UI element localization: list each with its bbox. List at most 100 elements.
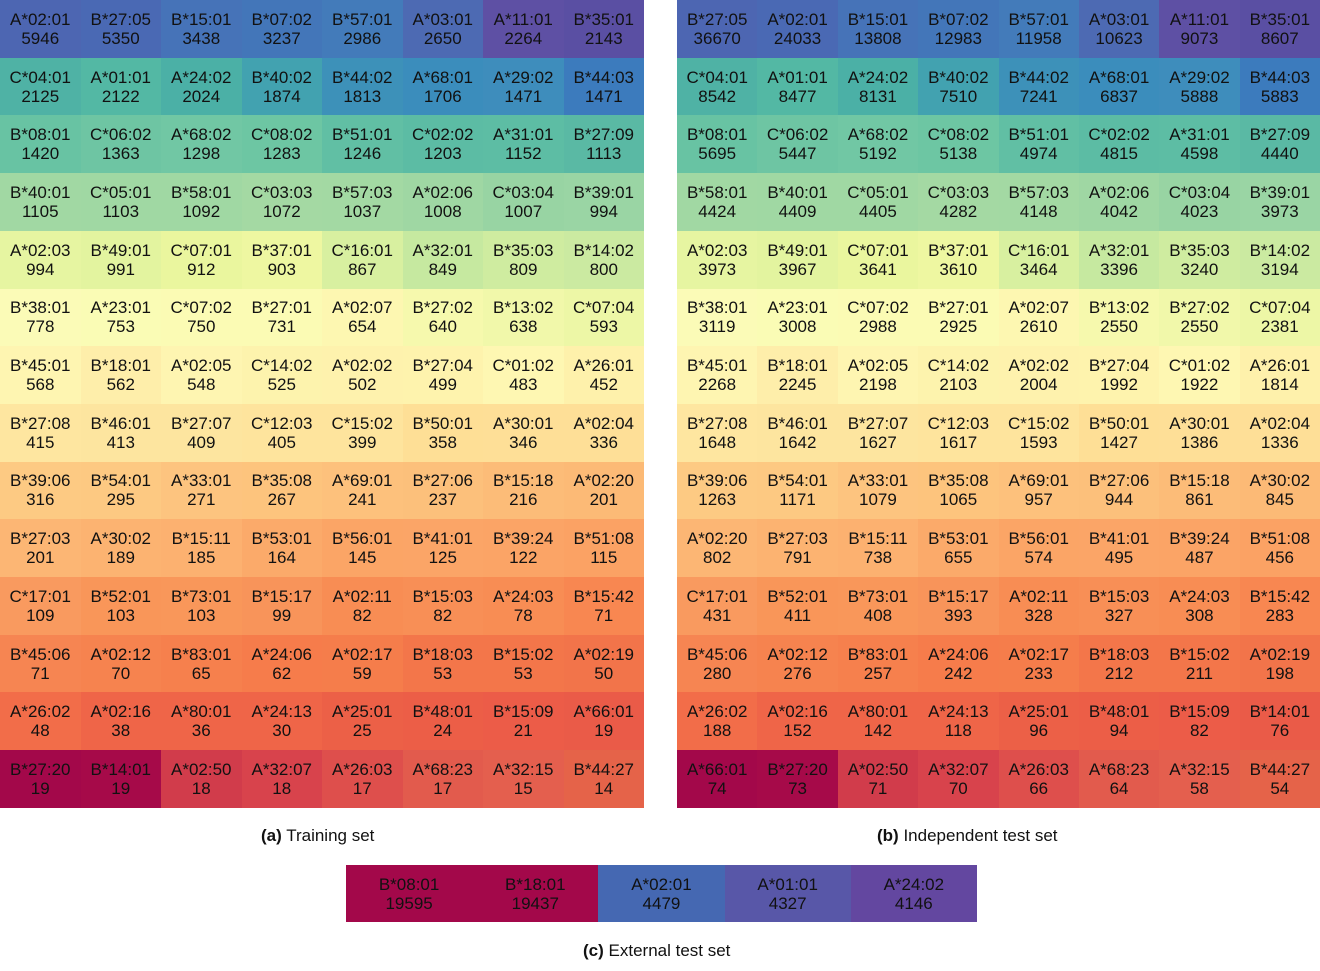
heatmap-cell: B*27:02 2550: [1159, 288, 1240, 347]
cell-allele: A*68:02: [847, 125, 909, 145]
heatmap-cell: A*02:06 4042: [1078, 173, 1160, 231]
cell-count: 346: [509, 432, 538, 452]
cell-count: 48: [30, 721, 50, 741]
cell-count: 861: [1185, 490, 1214, 510]
cell-count: 5883: [1260, 86, 1299, 106]
heatmap-cell: B*18:01 2245: [757, 346, 838, 404]
cell-allele: A*32:01: [1088, 240, 1150, 260]
cell-count: 1113: [586, 144, 622, 164]
heatmap-cell: B*15:18 216: [483, 461, 564, 520]
cell-count: 4440: [1260, 144, 1299, 164]
cell-allele: B*35:08: [928, 471, 989, 491]
heatmap-cell: B*39:24 122: [483, 519, 564, 578]
cell-allele: B*07:02: [251, 9, 313, 29]
heatmap-cell: A*26:03 17: [322, 750, 403, 808]
heatmap-cell: B*48:01 24: [402, 692, 483, 751]
cell-allele: B*58:01: [686, 182, 748, 202]
heatmap-cell: B*39:01 994: [563, 173, 644, 231]
heatmap-cell: B*48:01 94: [1078, 692, 1160, 751]
heatmap-cell: B*15:02 211: [1159, 634, 1240, 693]
cell-allele: C*03:03: [927, 182, 990, 202]
cell-allele: A*02:06: [1088, 182, 1150, 202]
cell-allele: B*37:01: [251, 240, 313, 260]
cell-allele: B*45:06: [10, 644, 71, 664]
heatmap-cell: B*41:01 495: [1078, 519, 1160, 578]
cell-allele: B*44:27: [1249, 759, 1311, 779]
cell-allele: B*27:20: [10, 759, 71, 779]
heatmap-cell: B*15:03 82: [402, 577, 483, 635]
cell-count: 70: [948, 778, 968, 798]
cell-allele: B*27:09: [573, 125, 635, 145]
cell-count: 800: [589, 259, 618, 279]
cell-count: 152: [783, 721, 812, 741]
heatmap-cell: B*27:03 201: [0, 519, 81, 578]
heatmap-cell: B*35:03 809: [483, 230, 564, 289]
cell-count: 73: [788, 778, 808, 798]
cell-count: 1992: [1100, 375, 1138, 395]
caption-text: External test set: [608, 941, 731, 960]
cell-count: 295: [106, 490, 135, 510]
cell-allele: C*04:01: [9, 67, 71, 87]
cell-allele: B*73:01: [847, 586, 909, 606]
cell-allele: B*83:01: [847, 644, 909, 664]
heatmap-cell: A*02:01 5946: [0, 0, 81, 58]
cell-allele: B*45:01: [10, 356, 71, 376]
cell-allele: B*27:03: [767, 529, 828, 549]
cell-allele: B*45:01: [686, 356, 748, 376]
cell-count: 4409: [778, 201, 817, 221]
heatmap-cell: B*37:01 903: [241, 230, 322, 289]
cell-count: 59: [352, 663, 372, 683]
heatmap-cell: B*27:07 1627: [837, 403, 919, 462]
heatmap-cell: B*15:17 99: [241, 577, 322, 635]
heatmap-cell: C*06:02 1363: [80, 115, 161, 174]
cell-allele: A*02:01: [10, 9, 71, 29]
heatmap-cell: B*53:01 164: [241, 519, 322, 578]
heatmap-cell: A*02:05 548: [161, 346, 242, 404]
cell-allele: A*02:04: [573, 413, 635, 433]
heatmap-cell: B*27:20 19: [0, 750, 81, 808]
heatmap-cell: C*05:01 1103: [80, 173, 161, 231]
cell-allele: B*35:03: [493, 240, 554, 260]
cell-allele: A*01:01: [767, 67, 828, 87]
cell-count: 4146: [894, 893, 933, 913]
cell-count: 2650: [423, 28, 462, 48]
heatmap-cell: B*15:42 283: [1239, 577, 1320, 635]
heatmap-cell: A*02:20 802: [677, 519, 758, 578]
heatmap-cell: A*02:12 70: [80, 634, 161, 693]
cell-count: 5138: [939, 144, 978, 164]
heatmap-cell: A*30:01 1386: [1159, 403, 1240, 462]
cell-allele: A*32:15: [1169, 759, 1230, 779]
cell-allele: A*02:02: [1008, 356, 1069, 376]
cell-count: 4479: [642, 893, 681, 913]
cell-count: 7241: [1019, 86, 1058, 106]
heatmap-cell: C*12:03 1617: [918, 403, 999, 462]
heatmap-cell: A*69:01 957: [998, 461, 1079, 520]
cell-allele: A*30:01: [493, 413, 554, 433]
cell-count: 4424: [698, 201, 737, 221]
heatmap-cell: B*27:04 1992: [1078, 346, 1160, 404]
cell-allele: C*03:04: [492, 182, 554, 202]
cell-count: 241: [348, 490, 377, 510]
cell-allele: B*27:02: [1169, 298, 1230, 318]
cell-allele: B*56:01: [332, 529, 393, 549]
cell-allele: B*39:24: [493, 529, 554, 549]
cell-allele: B*40:01: [767, 182, 828, 202]
cell-allele: B*35:01: [1249, 9, 1311, 29]
cell-count: 1471: [504, 86, 543, 106]
cell-count: 1471: [584, 86, 623, 106]
cell-count: 845: [1265, 490, 1294, 510]
cell-count: 233: [1024, 663, 1053, 683]
heatmap-cell: B*40:02 1874: [241, 57, 322, 116]
cell-allele: B*14:01: [1249, 702, 1311, 722]
heatmap-cell: B*15:01 3438: [161, 0, 242, 58]
cell-count: 452: [589, 375, 618, 395]
heatmap-cell: B*35:08 1065: [918, 461, 999, 520]
heatmap-cell: B*44:02 1813: [322, 57, 403, 116]
heatmap-cell: A*23:01 753: [80, 288, 161, 347]
cell-allele: B*27:06: [412, 471, 474, 491]
cell-count: 7510: [939, 86, 978, 106]
cell-count: 1706: [423, 86, 462, 106]
cell-allele: C*07:04: [573, 298, 635, 318]
cell-allele: C*07:04: [1249, 298, 1311, 318]
cell-allele: C*02:02: [412, 125, 474, 145]
